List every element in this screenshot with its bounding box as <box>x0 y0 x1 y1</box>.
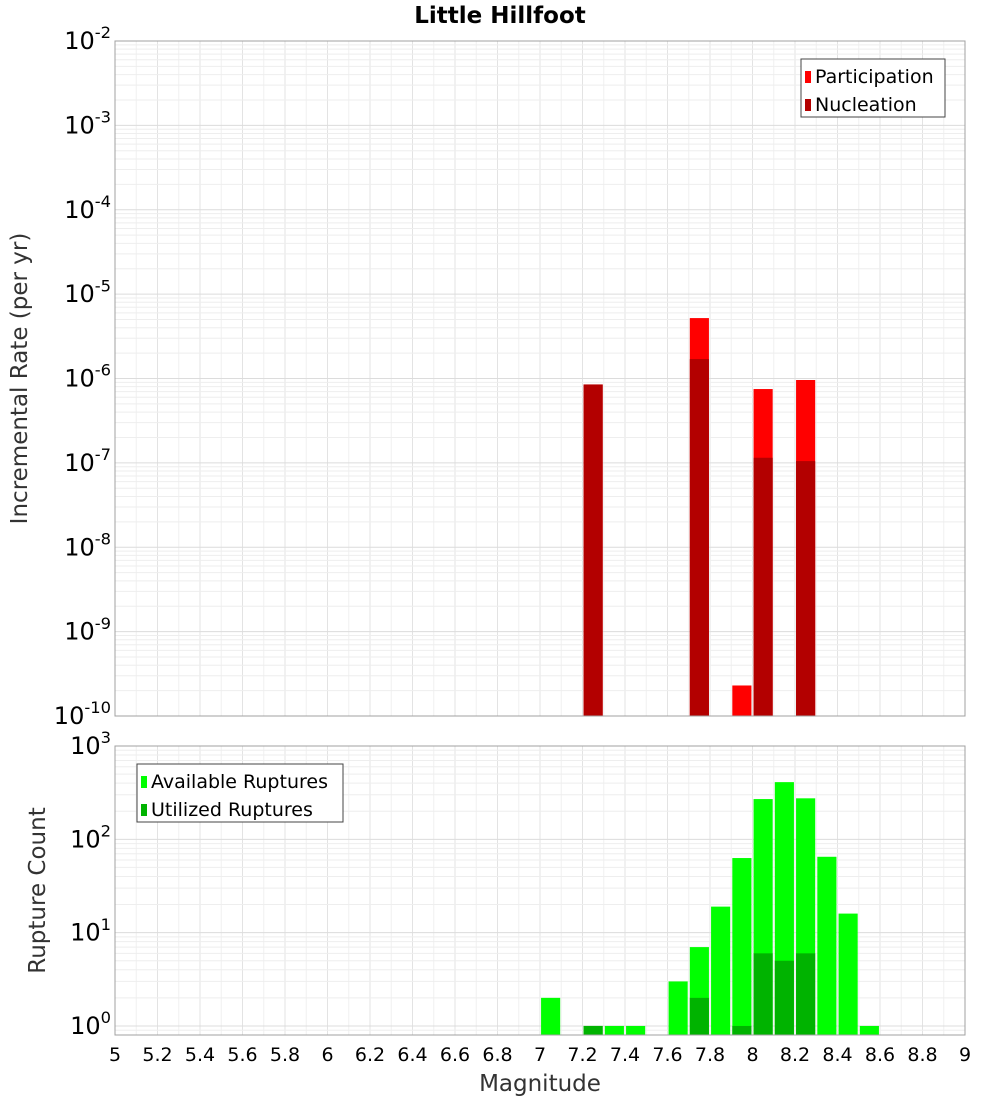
grid-lines <box>114 40 966 717</box>
bar <box>732 685 752 716</box>
x-tick-labels: 5 5.2 5.4 5.6 5.8 6 6.2 6.4 6.6 6.8 7 7.2 7.4 7.6 7.8 8… <box>109 1044 971 1066</box>
y-tick-labels: 10-10 10-9 10-8 10-7 10-6 10-5 10-4 10-3 10-2 <box>54 23 111 730</box>
x-axis-label: Magnitude <box>479 1071 601 1097</box>
y-tick-label: 10-10 <box>54 698 111 730</box>
y-tick-label: 10-9 <box>64 614 111 646</box>
bar <box>817 856 837 1035</box>
x-tick-label: 6.8 <box>482 1044 512 1066</box>
bar <box>668 981 688 1035</box>
x-tick-label: 8.8 <box>907 1044 937 1066</box>
x-tick-label: 6.2 <box>355 1044 385 1066</box>
x-tick-label: 5.4 <box>185 1044 215 1066</box>
legend-box <box>800 58 946 118</box>
x-tick-label: 5 <box>109 1044 121 1066</box>
y-axis-label: Incremental Rate (per yr) <box>7 233 33 525</box>
bar <box>796 461 816 716</box>
legend-label: Utilized Ruptures <box>151 799 313 821</box>
legend-swatch <box>805 71 811 83</box>
y-tick-label: 103 <box>70 728 111 760</box>
plot-panel-2: 100 101 102 103 Rupture Count Available Ruptu… <box>25 728 971 1097</box>
x-tick-label: 8.4 <box>822 1044 852 1066</box>
legend: Available Ruptures Utilized Ruptures <box>136 763 344 823</box>
y-tick-label: 10-7 <box>64 445 111 477</box>
bar <box>732 1025 752 1035</box>
legend-swatch <box>141 776 147 788</box>
legend-label: Nucleation <box>815 94 917 116</box>
bar <box>689 997 709 1035</box>
bar <box>604 1025 624 1035</box>
y-tick-label: 10-2 <box>64 23 111 55</box>
legend-swatch <box>805 99 811 111</box>
y-tick-label: 10-3 <box>64 108 111 140</box>
plot-frame <box>114 40 966 717</box>
x-tick-label: 8.2 <box>780 1044 810 1066</box>
bar <box>583 384 603 716</box>
legend-label: Participation <box>815 66 934 88</box>
series-secondary-bars <box>583 953 816 1035</box>
legend-swatch <box>141 804 147 816</box>
bar <box>626 1025 646 1035</box>
plot-panel-1: 10-10 10-9 10-8 10-7 10-6 10-5 10-4 10-3 10-2 Inc… <box>7 23 966 730</box>
bar <box>583 1025 603 1035</box>
bar <box>711 906 731 1035</box>
bar <box>689 359 709 716</box>
y-tick-label: 10-4 <box>64 192 111 224</box>
x-tick-label: 6.4 <box>397 1044 427 1066</box>
bar <box>796 953 816 1035</box>
y-tick-label: 100 <box>70 1008 111 1040</box>
bar <box>732 858 752 1035</box>
x-tick-label: 6 <box>321 1044 333 1066</box>
bar <box>859 1025 879 1035</box>
x-tick-label: 7.2 <box>567 1044 597 1066</box>
x-tick-label: 9 <box>959 1044 971 1066</box>
x-tick-label: 6.6 <box>440 1044 470 1066</box>
x-tick-label: 7.4 <box>610 1044 640 1066</box>
bar <box>753 457 773 716</box>
x-tick-label: 8.6 <box>865 1044 895 1066</box>
legend-box <box>136 763 344 823</box>
bar <box>753 953 773 1035</box>
y-axis-label: Rupture Count <box>25 807 51 973</box>
y-tick-label: 10-6 <box>64 361 111 393</box>
y-tick-label: 10-8 <box>64 529 111 561</box>
y-tick-labels: 100 101 102 103 <box>70 728 111 1040</box>
x-tick-label: 8 <box>746 1044 758 1066</box>
y-tick-label: 101 <box>70 915 111 947</box>
x-tick-label: 7.8 <box>695 1044 725 1066</box>
x-tick-label: 5.2 <box>142 1044 172 1066</box>
legend-label: Available Ruptures <box>151 771 328 793</box>
plot-frame <box>114 745 966 1036</box>
series-secondary-bars <box>583 359 816 716</box>
y-tick-label: 10-5 <box>64 276 111 308</box>
x-tick-label: 5.6 <box>227 1044 257 1066</box>
bar <box>838 913 858 1035</box>
x-tick-label: 5.8 <box>270 1044 300 1066</box>
x-tick-label: 7 <box>534 1044 546 1066</box>
legend: Participation Nucleation <box>800 58 946 118</box>
x-tick-label: 7.6 <box>652 1044 682 1066</box>
bar <box>774 960 794 1035</box>
chart-title: Little Hillfoot <box>414 3 586 29</box>
y-tick-label: 102 <box>70 822 111 854</box>
bar <box>541 997 561 1035</box>
